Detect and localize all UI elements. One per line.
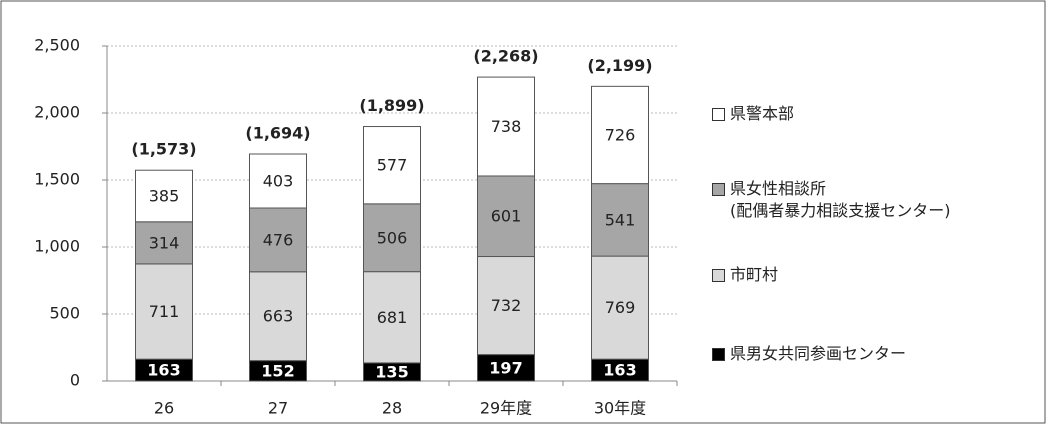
bar-segment (363, 271, 421, 364)
x-tick-label: 29年度 (480, 399, 532, 418)
legend-label: 県警本部 (730, 104, 795, 123)
value-label: 732 (491, 296, 522, 315)
value-label: 197 (489, 358, 522, 377)
legend-item: 県女性相談所 (配偶者暴力相談支援センター) (712, 178, 951, 222)
bar-segment (135, 221, 193, 265)
value-label: 663 (263, 307, 294, 326)
legend: 県男女共同参画センター 市町村 県女性相談所 (配偶者暴力相談支援センター) 県警本部 (712, 0, 1046, 424)
legend-swatch (712, 269, 725, 282)
legend-item: 県男女共同参画センター (712, 343, 906, 365)
y-tick-label: 0 (70, 371, 80, 390)
y-tick-label: 1,000 (34, 237, 80, 256)
total-label: (2,199) (587, 56, 652, 75)
y-tick-label: 2,500 (34, 36, 80, 55)
x-tick-label: 30年度 (594, 399, 646, 418)
total-label: (1,694) (245, 124, 310, 143)
legend-swatch (712, 348, 725, 361)
value-label: 385 (149, 187, 180, 206)
value-label: 738 (491, 117, 522, 136)
total-label: (1,899) (359, 96, 424, 115)
bar-segment (135, 263, 193, 360)
value-label: 681 (377, 308, 408, 327)
total-label: (2,268) (473, 47, 538, 66)
legend-label: 市町村 (730, 265, 779, 284)
bar-segment (249, 153, 307, 209)
value-label: 541 (605, 210, 636, 229)
x-tick-label: 27 (268, 399, 288, 418)
legend-item: 市町村 (712, 264, 778, 286)
x-tick-label: 28 (382, 399, 402, 418)
value-label: 476 (263, 230, 294, 249)
bar-segment (477, 354, 535, 382)
bar-segment (363, 203, 421, 273)
bar-segment (591, 85, 649, 185)
legend-item: 県警本部 (712, 103, 794, 125)
bar-segment (591, 255, 649, 360)
value-label: 769 (605, 298, 636, 317)
value-label: 726 (605, 125, 636, 144)
value-label: 135 (375, 362, 408, 381)
y-tick-label: 500 (49, 304, 80, 323)
legend-label: 県女性相談所 (配偶者暴力相談支援センター) (730, 179, 951, 220)
bar-segment (249, 271, 307, 362)
value-label: 163 (147, 361, 180, 380)
x-tick-label: 26 (154, 399, 174, 418)
total-label: (1,573) (131, 140, 196, 159)
value-label: 152 (261, 361, 294, 380)
value-label: 506 (377, 228, 408, 247)
bar-segment (363, 126, 421, 205)
y-tick-label: 2,000 (34, 103, 80, 122)
bar-segment (591, 183, 649, 257)
value-label: 711 (149, 302, 180, 321)
value-label: 601 (491, 207, 522, 226)
legend-label: 県男女共同参画センター (730, 344, 907, 363)
bar-segment (135, 169, 193, 223)
value-label: 163 (603, 361, 636, 380)
y-tick-label: 1,500 (34, 170, 80, 189)
bar-segment (477, 76, 535, 177)
value-label: 403 (263, 172, 294, 191)
legend-swatch (712, 108, 725, 121)
legend-swatch (712, 183, 725, 196)
value-label: 577 (377, 156, 408, 175)
value-label: 314 (149, 233, 180, 252)
